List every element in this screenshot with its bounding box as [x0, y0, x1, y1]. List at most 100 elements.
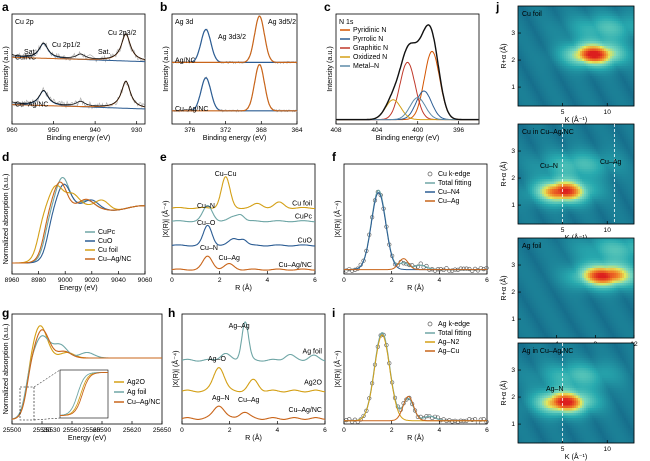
heatmap-cell	[606, 91, 609, 94]
heatmap-cell	[578, 161, 581, 165]
heatmap-cell	[530, 206, 533, 210]
heatmap-cell	[626, 144, 629, 147]
heatmap-cell	[576, 216, 579, 220]
heatmap-cell	[628, 131, 631, 135]
heatmap-cell	[534, 176, 537, 180]
heatmap-cell	[576, 28, 579, 32]
heatmap-cell	[546, 169, 549, 172]
heatmap-cell	[610, 181, 613, 185]
heatmap-cell	[544, 214, 547, 217]
heatmap-cell	[608, 209, 611, 212]
heatmap-cell	[528, 21, 531, 24]
heatmap-cell	[592, 61, 595, 64]
heatmap-cell	[528, 151, 531, 155]
heatmap-cell	[526, 179, 529, 182]
heatmap-cell	[628, 191, 631, 195]
heatmap-cell	[520, 66, 523, 69]
heatmap-cell	[550, 91, 553, 94]
heatmap-cell	[570, 33, 573, 37]
heatmap-cell	[552, 86, 555, 89]
heatmap-cell	[622, 21, 625, 24]
heatmap-cell	[592, 156, 595, 160]
data-point	[450, 268, 455, 273]
heatmap-cell	[610, 209, 613, 212]
heatmap-cell	[544, 43, 547, 47]
heatmap-cell	[574, 141, 577, 145]
heatmap-cell	[582, 13, 585, 17]
heatmap-cell	[548, 83, 551, 87]
heatmap-cell	[564, 88, 567, 92]
heatmap-cell	[564, 126, 567, 130]
heatmap-cell	[600, 139, 603, 142]
heatmap-cell	[552, 36, 555, 39]
heatmap-cell	[618, 124, 621, 127]
heatmap-cell	[552, 186, 555, 190]
heatmap-cell	[628, 166, 631, 170]
heatmap-cell	[610, 194, 613, 197]
heatmap-cell	[606, 88, 609, 92]
heatmap-cell	[544, 71, 547, 74]
heatmap-cell	[546, 91, 549, 94]
heatmap-cell	[582, 6, 585, 9]
heatmap-cell	[580, 68, 583, 72]
heatmap-cell	[566, 156, 569, 160]
heatmap-cell	[530, 214, 533, 217]
heatmap-cell	[528, 86, 531, 89]
heatmap-cell	[630, 206, 633, 210]
heatmap-cell	[572, 46, 575, 49]
heatmap-cell	[524, 181, 527, 185]
heatmap-cell	[608, 146, 611, 150]
heatmap-cell	[566, 98, 569, 102]
heatmap-cell	[522, 6, 525, 9]
heatmap-cell	[526, 41, 529, 44]
heatmap-cell	[542, 76, 545, 79]
heatmap-cell	[540, 66, 543, 69]
heatmap-cell	[518, 219, 521, 222]
heatmap-cell	[606, 149, 609, 152]
heatmap-cell	[520, 196, 523, 200]
heatmap-cell	[552, 161, 555, 165]
heatmap-cell	[586, 43, 589, 47]
heatmap-cell	[522, 154, 525, 157]
heatmap-cell	[628, 31, 631, 34]
heatmap-cell	[592, 53, 595, 57]
heatmap-cell	[524, 206, 527, 210]
heatmap-cell	[584, 144, 587, 147]
heatmap-cell	[612, 96, 615, 99]
heatmap-cell	[542, 91, 545, 94]
heatmap-cell	[602, 171, 605, 175]
heatmap-cell	[544, 86, 547, 89]
heatmap-cell	[530, 103, 533, 107]
heatmap-cell	[534, 33, 537, 37]
heatmap-cell	[614, 11, 617, 14]
heatmap-cell	[518, 78, 521, 82]
heatmap-cell	[578, 68, 581, 72]
heatmap-cell	[554, 149, 557, 152]
heatmap-cell	[600, 103, 603, 107]
heatmap-cell	[618, 136, 621, 140]
heatmap-cell	[528, 159, 531, 162]
heatmap-cell	[550, 164, 553, 167]
x-tick-label: 10	[604, 227, 612, 234]
heatmap-cell	[618, 76, 621, 79]
heatmap-cell	[552, 53, 555, 57]
heatmap-cell	[548, 129, 551, 132]
heatmap-cell	[540, 179, 543, 182]
heatmap-cell	[626, 76, 629, 79]
heatmap-cell	[564, 161, 567, 165]
heatmap-cell	[524, 184, 527, 187]
heatmap-cell	[584, 206, 587, 210]
heatmap-cell	[544, 96, 547, 99]
heatmap-cell	[560, 169, 563, 172]
heatmap-cell	[614, 36, 617, 39]
heatmap-cell	[622, 214, 625, 217]
heatmap-cell	[610, 76, 613, 79]
heatmap-cell	[572, 151, 575, 155]
heatmap-cell	[582, 66, 585, 69]
heatmap-cell	[582, 48, 585, 52]
heatmap-cell	[520, 46, 523, 49]
heatmap-cell	[588, 11, 591, 14]
heatmap-cell	[526, 191, 529, 195]
heatmap-cell	[576, 36, 579, 39]
heatmap-cell	[548, 156, 551, 160]
